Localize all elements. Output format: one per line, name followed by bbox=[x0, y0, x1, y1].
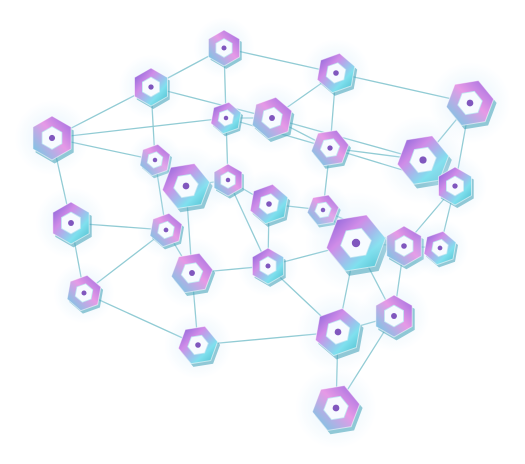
nut-core bbox=[269, 115, 275, 121]
lattice-node bbox=[118, 54, 184, 120]
lattice-node bbox=[295, 367, 377, 449]
lattice-node bbox=[235, 170, 303, 238]
nut-core bbox=[333, 70, 339, 76]
lattice-node bbox=[237, 235, 299, 297]
lattice-node bbox=[411, 219, 469, 277]
lattice-node bbox=[14, 100, 90, 176]
lattice-node bbox=[429, 62, 511, 144]
nut-core bbox=[351, 238, 361, 248]
lattice-node bbox=[297, 291, 379, 373]
lattice-node bbox=[422, 153, 488, 219]
nut-core bbox=[189, 270, 195, 276]
lattice-node bbox=[302, 39, 370, 107]
nut-core bbox=[437, 245, 443, 251]
nut-core bbox=[221, 45, 227, 51]
lattice-node bbox=[35, 187, 107, 259]
nut-core bbox=[332, 404, 340, 412]
lattice-node bbox=[297, 115, 363, 181]
nut-core bbox=[223, 115, 229, 121]
lattice-node bbox=[53, 262, 115, 324]
lattice-nodes bbox=[14, 17, 511, 449]
nut-core bbox=[466, 99, 474, 107]
lattice-node bbox=[164, 311, 232, 379]
nut-core bbox=[182, 182, 190, 190]
nut-core bbox=[81, 290, 87, 296]
nut-core bbox=[48, 134, 56, 142]
nut-core bbox=[148, 84, 154, 90]
lattice-node bbox=[156, 237, 228, 309]
nut-core bbox=[266, 201, 272, 207]
lattice-node bbox=[193, 17, 255, 79]
nut-core bbox=[327, 145, 333, 151]
nut-core bbox=[195, 342, 201, 348]
nut-core bbox=[401, 243, 407, 249]
nut-core bbox=[225, 177, 231, 183]
nut-core bbox=[419, 156, 427, 164]
nut-core bbox=[163, 227, 169, 233]
lattice-node bbox=[236, 82, 308, 154]
nut-core bbox=[391, 313, 397, 319]
nut-core bbox=[452, 183, 458, 189]
lattice-node bbox=[198, 90, 254, 146]
nut-core bbox=[334, 328, 342, 336]
nut-core bbox=[265, 263, 271, 269]
nut-core bbox=[68, 220, 74, 226]
